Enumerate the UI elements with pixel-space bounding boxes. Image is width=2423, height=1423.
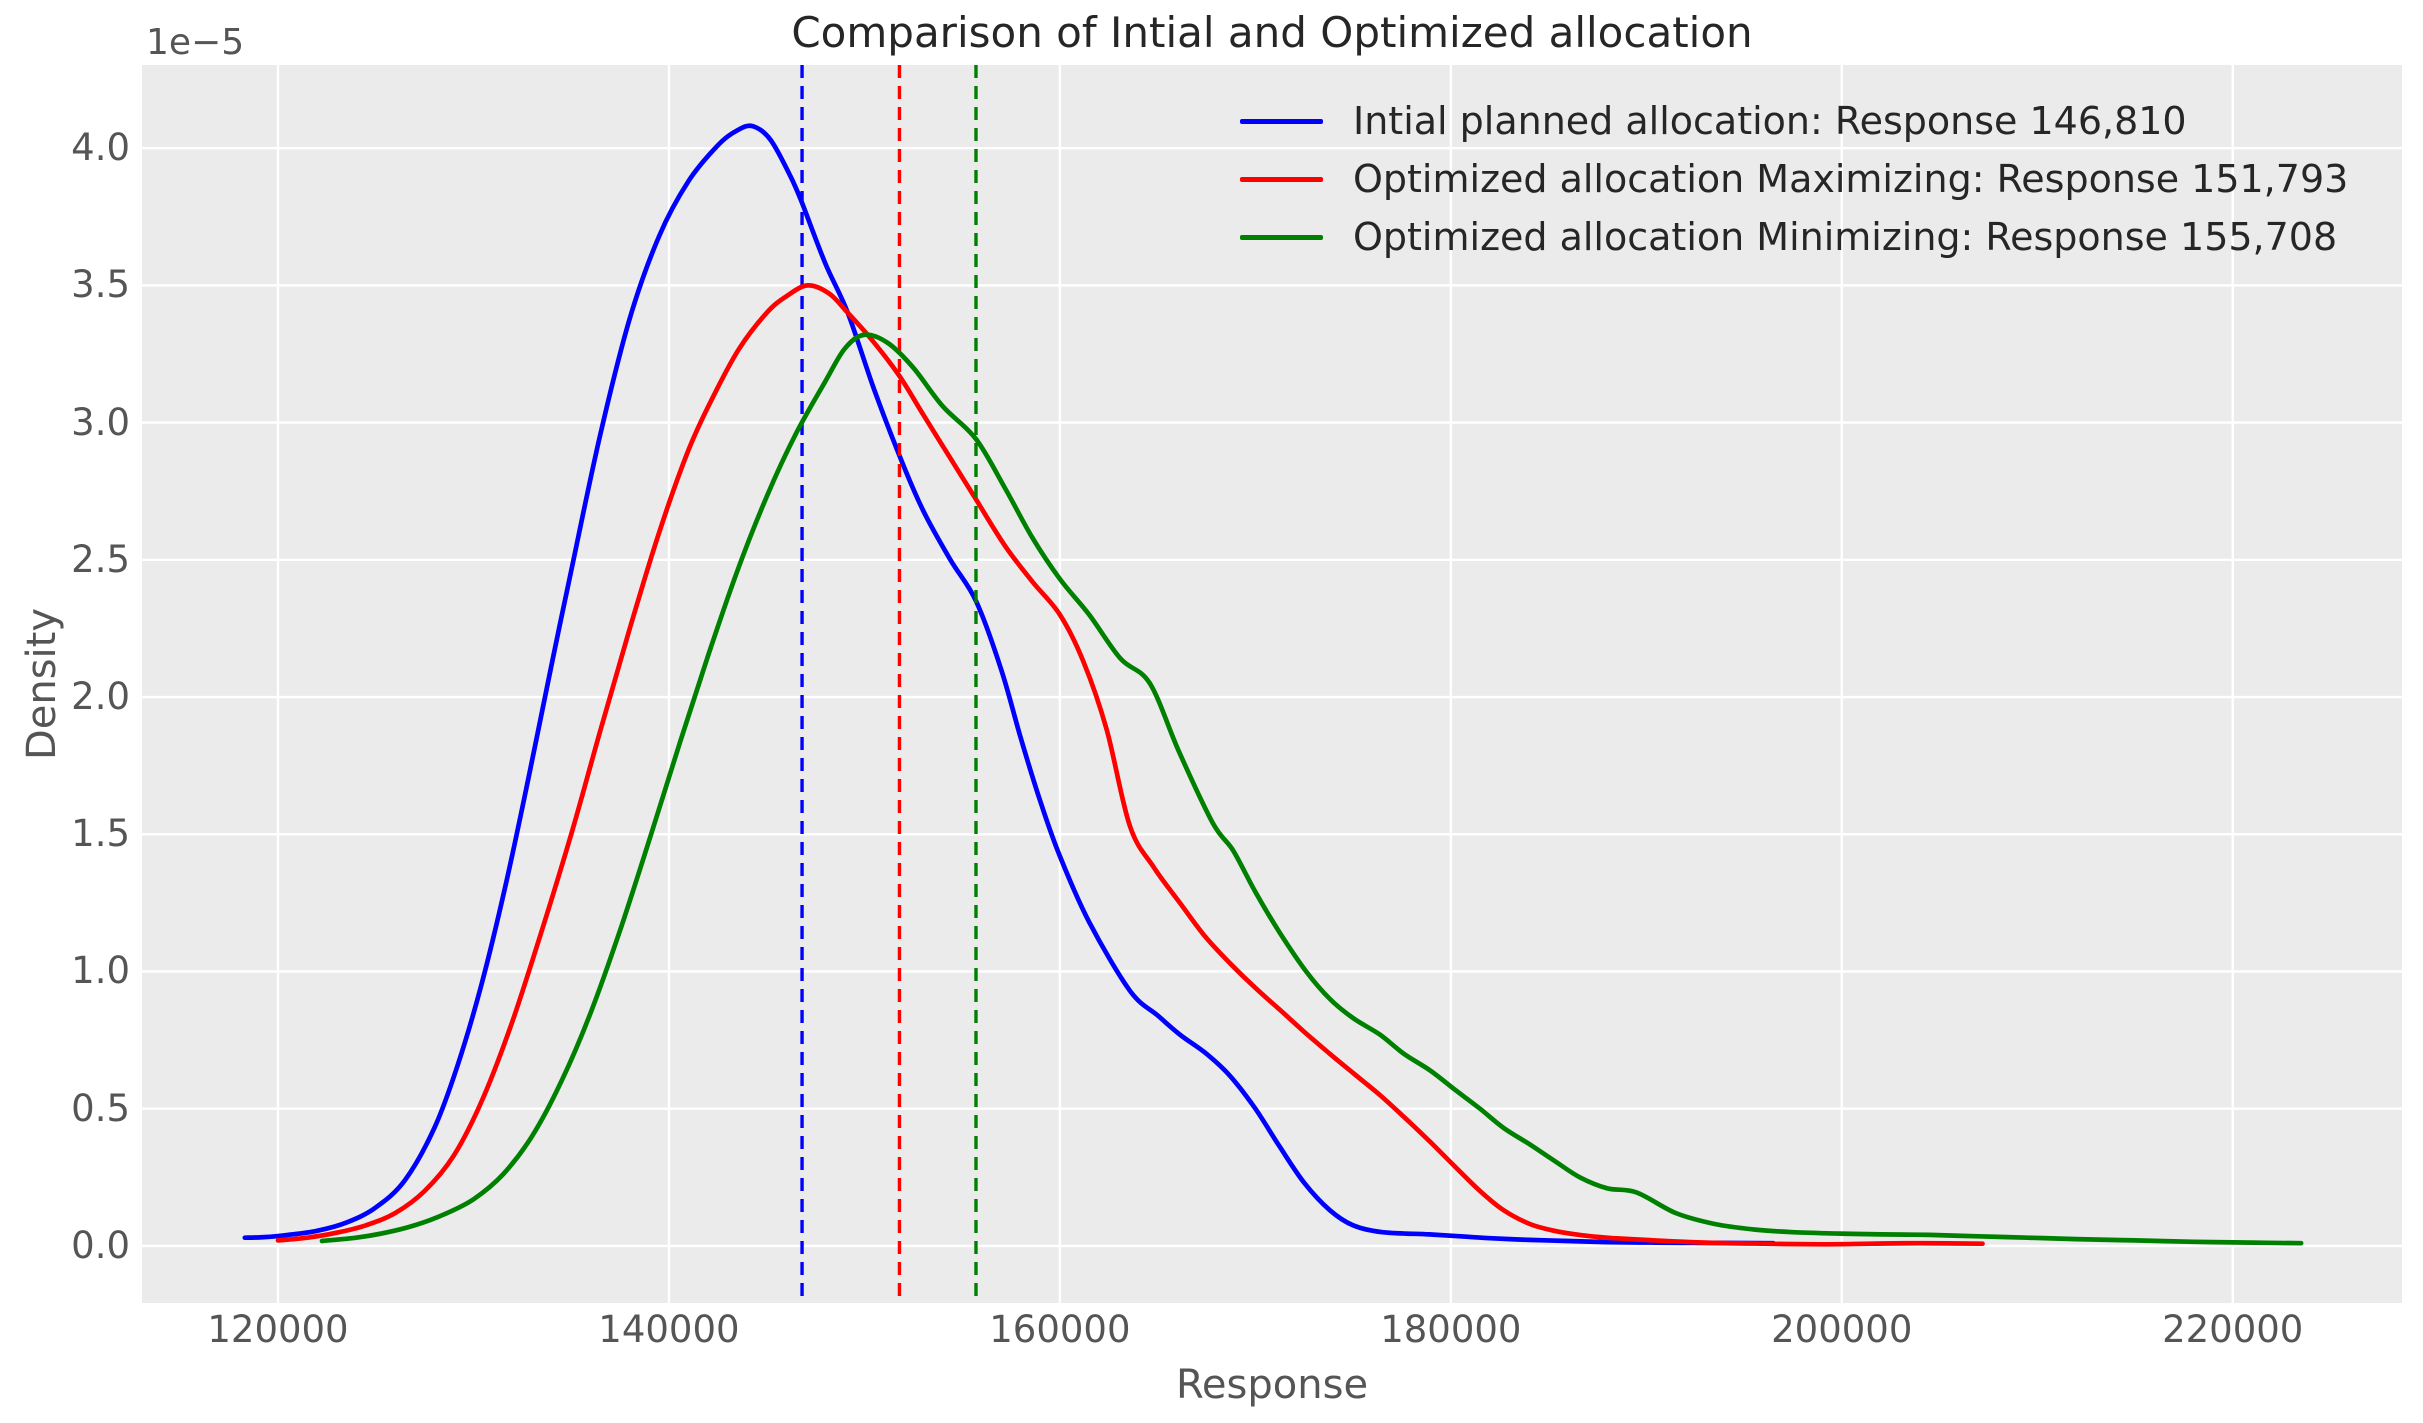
y-tick-1.5: 1.5 (71, 812, 130, 856)
x-tick-140000: 140000 (598, 1308, 740, 1351)
y-tick-4.0: 4.0 (71, 126, 130, 170)
y-tick-3.0: 3.0 (71, 400, 130, 444)
x-tick-120000: 120000 (207, 1308, 349, 1351)
y-tick-0.0: 0.0 (71, 1223, 130, 1267)
chart-title: Comparison of Intial and Optimized alloc… (791, 8, 1753, 57)
legend-label-optimized-maximizing: Optimized allocation Maximizing: Respons… (1353, 157, 2349, 201)
legend-item-optimized-minimizing: Optimized allocation Minimizing: Respons… (1240, 208, 2348, 266)
legend-item-initial-planned: Intial planned allocation: Response 146,… (1240, 92, 2348, 150)
y-axis-offset-label: 1e−5 (146, 22, 245, 63)
x-axis-label: Response (1175, 1362, 1369, 1408)
legend-label-optimized-minimizing: Optimized allocation Minimizing: Respons… (1353, 215, 2338, 259)
y-tick-1.0: 1.0 (71, 949, 130, 993)
legend-line-swatch-initial-planned (1240, 118, 1323, 124)
x-tick-220000: 220000 (2162, 1308, 2304, 1351)
plot-area (142, 65, 2402, 1303)
legend-item-optimized-maximizing: Optimized allocation Maximizing: Respons… (1240, 150, 2348, 208)
legend: Intial planned allocation: Response 146,… (1240, 92, 2348, 266)
y-tick-2.5: 2.5 (71, 537, 130, 581)
y-tick-2.0: 2.0 (71, 675, 130, 719)
y-tick-3.5: 3.5 (71, 263, 130, 307)
y-tick-0.5: 0.5 (71, 1086, 130, 1130)
x-tick-160000: 160000 (989, 1308, 1131, 1351)
x-tick-180000: 180000 (1380, 1308, 1522, 1351)
density-curve-optimized-maximizing (275, 283, 1985, 1247)
legend-line-swatch-optimized-maximizing (1240, 176, 1323, 182)
legend-line-swatch-optimized-minimizing (1240, 234, 1323, 240)
density-curve-optimized-minimizing (319, 332, 2304, 1246)
legend-label-initial-planned: Intial planned allocation: Response 146,… (1353, 99, 2187, 143)
x-tick-200000: 200000 (1771, 1308, 1913, 1351)
density-curve-initial-planned (242, 123, 1776, 1246)
